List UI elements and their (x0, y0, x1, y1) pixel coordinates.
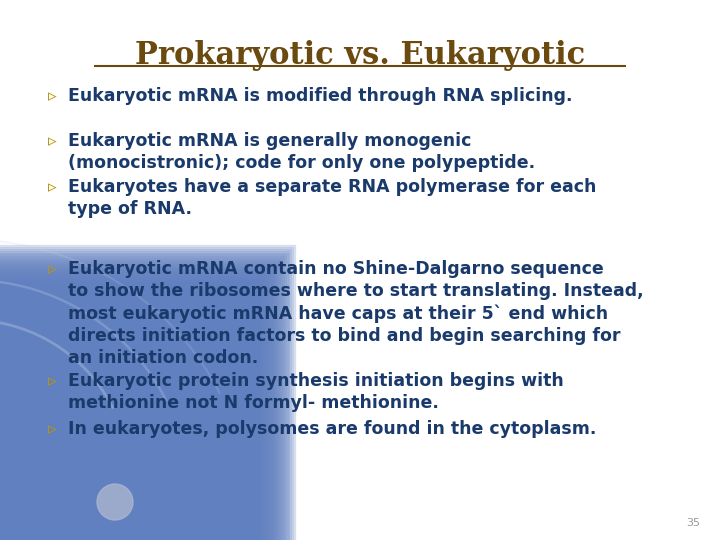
Text: Eukaryotes have a separate RNA polymerase for each
type of RNA.: Eukaryotes have a separate RNA polymeras… (68, 178, 596, 218)
Text: Eukaryotic mRNA is generally monogenic
(monocistronic); code for only one polype: Eukaryotic mRNA is generally monogenic (… (68, 132, 535, 172)
Bar (0, 299, 240, 540)
Bar (0, 352, 188, 540)
Bar (0, 254, 286, 540)
Bar (0, 393, 147, 540)
Bar (0, 369, 171, 540)
Text: Prokaryotic vs. Eukaryotic: Prokaryotic vs. Eukaryotic (135, 40, 585, 71)
Bar (0, 350, 190, 540)
Bar (0, 374, 166, 540)
Bar (0, 275, 265, 540)
Bar (0, 342, 197, 540)
Text: ▹: ▹ (48, 132, 56, 150)
Bar (0, 266, 274, 540)
Text: 35: 35 (686, 518, 700, 528)
Bar (0, 292, 248, 540)
Bar (0, 251, 289, 540)
Bar (0, 361, 179, 540)
Circle shape (97, 484, 133, 520)
Bar (0, 307, 233, 540)
Bar (0, 290, 250, 540)
Bar (0, 267, 272, 540)
Bar (0, 277, 263, 540)
Bar (0, 357, 182, 540)
Bar (0, 258, 282, 540)
Bar (0, 305, 235, 540)
Bar (0, 262, 278, 540)
Bar (0, 329, 211, 540)
Bar (0, 326, 215, 540)
Bar (0, 339, 202, 540)
Bar (0, 273, 267, 540)
Bar (0, 285, 256, 540)
Bar (0, 294, 246, 540)
Bar (0, 318, 222, 540)
Text: ▹: ▹ (48, 372, 56, 390)
Bar (0, 388, 153, 540)
Bar (0, 249, 292, 540)
Bar (0, 384, 156, 540)
Bar (0, 345, 196, 540)
Bar (0, 314, 225, 540)
Bar (0, 376, 163, 540)
Bar (0, 365, 175, 540)
Bar (0, 301, 239, 540)
Bar (0, 279, 261, 540)
Bar (0, 360, 181, 540)
Bar (0, 346, 194, 540)
Text: ▹: ▹ (48, 260, 56, 278)
Bar (0, 313, 228, 540)
Bar (0, 247, 293, 540)
Bar (0, 335, 205, 540)
Text: Eukaryotic protein synthesis initiation begins with
methionine not N formyl- met: Eukaryotic protein synthesis initiation … (68, 372, 564, 412)
Bar (0, 320, 220, 540)
Bar (0, 348, 192, 540)
Text: ▹: ▹ (48, 87, 56, 105)
Bar (0, 373, 168, 540)
Bar (0, 253, 287, 540)
Bar (0, 298, 243, 540)
Bar (0, 295, 244, 540)
Bar (0, 303, 237, 540)
Bar (0, 324, 216, 540)
Bar (0, 309, 231, 540)
Bar (0, 286, 253, 540)
Bar (0, 337, 203, 540)
Bar (0, 356, 184, 540)
Bar (0, 389, 150, 540)
Bar (0, 316, 224, 540)
Bar (0, 288, 252, 540)
Bar (0, 382, 158, 540)
Bar (0, 341, 199, 540)
Bar (0, 331, 209, 540)
Text: Eukaryotic mRNA is modified through RNA splicing.: Eukaryotic mRNA is modified through RNA … (68, 87, 572, 105)
Text: Eukaryotic mRNA contain no Shine-Dalgarno sequence
to show the ribosomes where t: Eukaryotic mRNA contain no Shine-Dalgarn… (68, 260, 644, 367)
Bar (0, 378, 162, 540)
Text: ▹: ▹ (48, 420, 56, 438)
Bar (0, 264, 276, 540)
Bar (0, 245, 295, 540)
Bar (0, 380, 160, 540)
Bar (0, 370, 169, 540)
Bar (0, 322, 218, 540)
Bar (0, 367, 173, 540)
Text: ▹: ▹ (48, 178, 56, 196)
Bar (0, 333, 207, 540)
Bar (0, 363, 177, 540)
Bar (0, 260, 280, 540)
Bar (0, 281, 259, 540)
Bar (0, 282, 258, 540)
Bar (0, 271, 269, 540)
Bar (0, 256, 284, 540)
Bar (0, 392, 149, 540)
Text: In eukaryotes, polysomes are found in the cytoplasm.: In eukaryotes, polysomes are found in th… (68, 420, 596, 438)
Bar (0, 310, 230, 540)
Bar (0, 386, 154, 540)
Bar (0, 327, 212, 540)
Bar (0, 269, 271, 540)
Bar (0, 354, 186, 540)
